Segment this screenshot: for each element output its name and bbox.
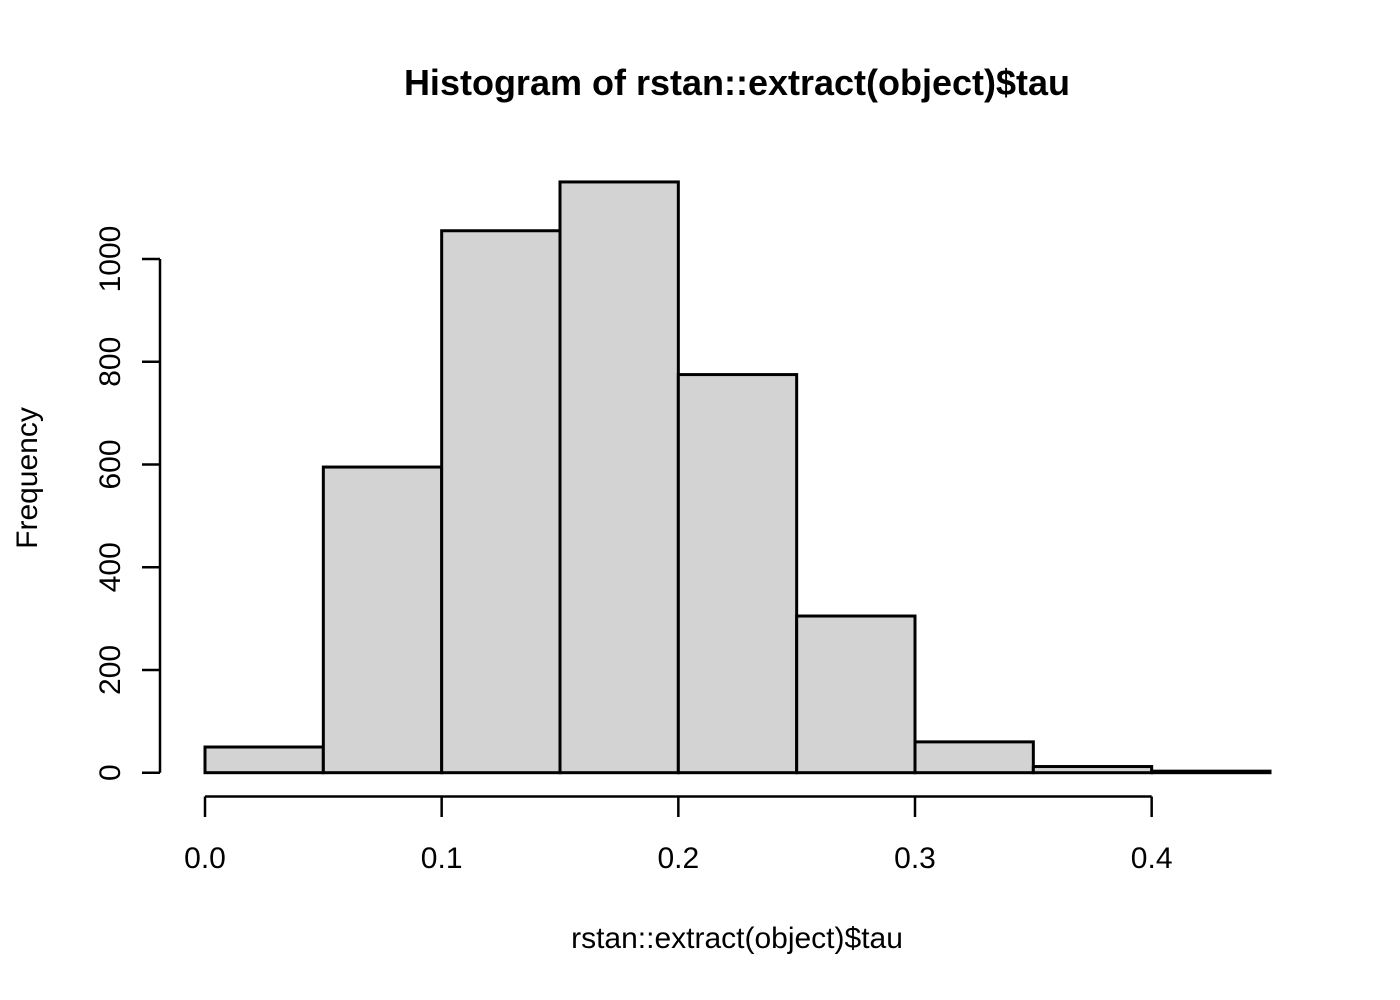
x-tick-label: 0.4 [1131,842,1173,875]
histogram-bar [913,740,1035,775]
histogram-bar [440,229,562,775]
bars-layer [203,180,1272,775]
x-tick-label: 0.0 [184,842,226,875]
histogram-bar [321,465,444,775]
histogram-bar [676,373,799,775]
x-axis-label: rstan::extract(object)$tau [571,922,903,955]
histogram-bar [558,180,680,775]
axes-layer: 0.0 0.1 0.2 0.3 0.4 0 200 400 600 800 1000 [94,226,1173,875]
y-tick-label: 200 [94,645,127,695]
x-tick-label: 0.2 [657,842,699,875]
x-tick-label: 0.1 [421,842,463,875]
y-tick-label: 800 [94,337,127,387]
histogram-bar [1150,769,1272,775]
x-tick-label: 0.3 [894,842,936,875]
y-axis-label: Frequency [11,407,44,549]
y-tick-label: 600 [94,439,127,489]
histogram-bar [203,745,325,775]
histogram-bar [1031,765,1154,775]
y-tick-label: 1000 [94,226,127,293]
histogram-bar [795,614,917,775]
y-tick-label: 400 [94,542,127,592]
y-tick-label: 0 [94,764,127,781]
chart-title: Histogram of rstan::extract(object)$tau [404,62,1070,103]
